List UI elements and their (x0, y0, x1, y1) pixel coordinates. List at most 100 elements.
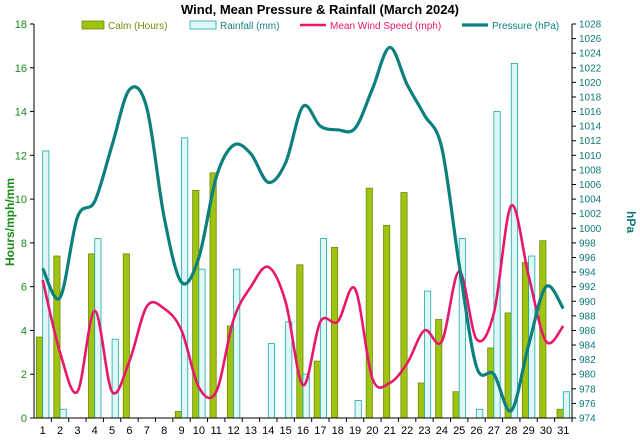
bar-calm (209, 172, 217, 419)
x-tick-label: 8 (161, 425, 167, 437)
y2-tick-label: 1022 (579, 63, 602, 74)
x-tick-label: 25 (453, 425, 465, 437)
y2-tick-label: 1014 (579, 122, 602, 133)
legend-label: Mean Wind Speed (mph) (330, 21, 441, 32)
y-tick-label: 12 (15, 150, 27, 162)
axes-layer: 0246810121416189749769789809829849869889… (15, 19, 602, 437)
bar-rainfall (354, 400, 362, 419)
y-axis-title: Hours/mph/mm (3, 178, 17, 266)
x-tick-label: 12 (227, 425, 239, 437)
y-tick-label: 18 (15, 19, 27, 31)
legend-label: Rainfall (mm) (220, 21, 279, 32)
bar-rainfall (233, 268, 241, 419)
bar-rainfall (111, 338, 119, 419)
legend-swatch-rainfall (189, 20, 217, 30)
y-tick-label: 4 (21, 325, 27, 337)
x-tick-label: 5 (109, 425, 115, 437)
y2-tick-label: 974 (579, 414, 596, 425)
bar-calm (521, 262, 530, 419)
bar-rainfall (424, 290, 432, 419)
y2-tick-label: 980 (579, 370, 596, 381)
bar-calm (122, 253, 130, 419)
x-tick-label: 15 (280, 425, 292, 437)
legend: Calm (Hours) Rainfall (mm) Mean Wind Speed… (81, 20, 559, 32)
y2-tick-label: 994 (579, 268, 596, 279)
x-tick-label: 13 (245, 425, 257, 437)
x-tick-label: 31 (557, 425, 569, 437)
bar-layer (36, 63, 570, 419)
y2-tick-label: 1004 (579, 195, 602, 206)
line-wind-speed (41, 204, 565, 400)
bar-rainfall (181, 137, 189, 419)
y2-tick-label: 1006 (579, 180, 602, 191)
bar-calm (365, 187, 373, 419)
y2-axis-title: hPa (624, 211, 638, 233)
y2-tick-label: 1028 (579, 20, 602, 31)
y2-tick-label: 998 (579, 238, 596, 249)
bar-rainfall (319, 238, 328, 419)
y2-tick-label: 1000 (579, 224, 602, 235)
x-tick-label: 9 (178, 425, 184, 437)
x-tick-label: 17 (314, 425, 326, 437)
x-tick-label: 21 (384, 425, 396, 437)
x-tick-label: 2 (57, 425, 63, 437)
y2-tick-label: 1018 (579, 92, 602, 103)
y-tick-label: 2 (21, 369, 27, 381)
line-layer (41, 45, 565, 413)
x-tick-label: 10 (193, 425, 205, 437)
x-tick-label: 22 (401, 425, 413, 437)
bar-calm (313, 360, 321, 419)
bar-calm (88, 253, 96, 419)
x-tick-label: 29 (522, 425, 534, 437)
y2-tick-label: 976 (579, 399, 596, 410)
legend-swatch-calm (81, 20, 105, 30)
y-tick-label: 0 (21, 413, 27, 425)
y-tick-label: 6 (21, 282, 27, 294)
y2-tick-label: 1026 (579, 34, 602, 45)
y2-tick-label: 1016 (579, 107, 602, 118)
legend-label: Calm (Hours) (108, 21, 167, 32)
x-tick-label: 4 (92, 425, 98, 437)
bar-calm (556, 408, 564, 419)
y2-tick-label: 982 (579, 355, 596, 366)
x-tick-label: 27 (488, 425, 500, 437)
bar-rainfall (267, 343, 275, 419)
y-tick-label: 16 (15, 63, 27, 75)
y2-tick-label: 986 (579, 326, 596, 337)
y2-tick-label: 992 (579, 282, 596, 293)
bar-rainfall (562, 391, 570, 419)
x-tick-label: 30 (540, 425, 552, 437)
y2-tick-label: 978 (579, 384, 596, 395)
y2-tick-label: 984 (579, 341, 596, 352)
bar-calm (435, 319, 443, 419)
line-pressure (41, 45, 565, 413)
bar-calm (487, 347, 495, 419)
y2-tick-label: 996 (579, 253, 596, 264)
chart-title: Wind, Mean Pressure & Rainfall (March 20… (181, 2, 459, 17)
y2-tick-label: 1008 (579, 165, 602, 176)
bar-rainfall (59, 408, 67, 419)
y2-tick-label: 1020 (579, 78, 602, 89)
x-tick-label: 11 (211, 425, 222, 437)
x-tick-label: 26 (470, 425, 482, 437)
x-tick-label: 18 (332, 425, 344, 437)
x-tick-label: 6 (126, 425, 132, 437)
x-tick-label: 19 (349, 425, 361, 437)
bar-calm (452, 391, 460, 419)
y-tick-label: 8 (21, 238, 27, 250)
x-tick-label: 14 (262, 425, 274, 437)
y2-tick-label: 1010 (579, 151, 602, 162)
bar-calm (400, 192, 408, 419)
y2-tick-label: 990 (579, 297, 596, 308)
bar-calm (383, 224, 391, 419)
x-tick-label: 1 (40, 425, 46, 437)
x-tick-label: 20 (366, 425, 378, 437)
bar-rainfall (476, 408, 484, 419)
bar-rainfall (493, 111, 501, 419)
x-tick-label: 16 (297, 425, 309, 437)
x-tick-label: 28 (505, 425, 517, 437)
bar-calm (417, 382, 425, 419)
x-tick-label: 24 (436, 425, 448, 437)
bar-calm (174, 411, 182, 419)
